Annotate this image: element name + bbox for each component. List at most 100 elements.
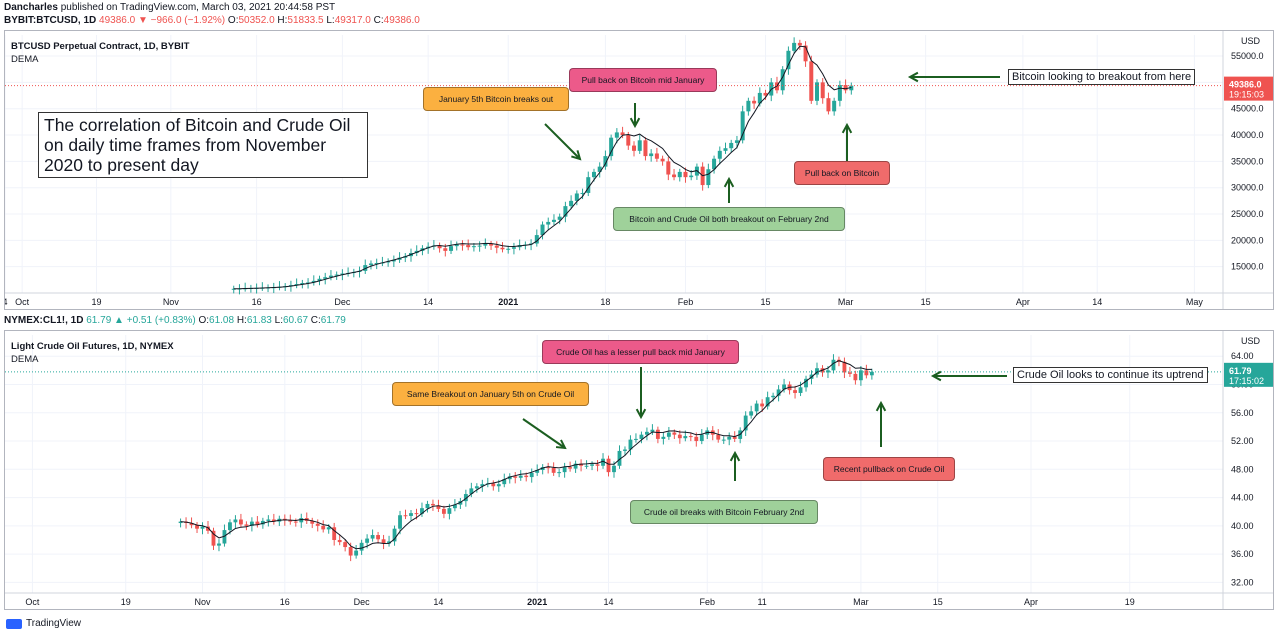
candle-body [452,504,457,509]
candle-body [847,372,852,374]
annotation-arrow-head [555,439,567,450]
candle-body [649,153,654,157]
x-tick-label: Apr [1024,597,1038,607]
candle-body [255,521,260,525]
candle-body [535,470,540,473]
footer: TradingView [6,618,81,629]
y-tick-label: 20000.0 [1231,235,1264,245]
candle-body [797,42,802,46]
x-tick-label: 2021 [498,297,518,307]
candle-body [500,247,505,250]
currency-label: USD [1241,336,1261,346]
candle-body [386,261,391,263]
annotation-arrow [544,123,581,160]
candle-body [328,275,333,278]
candle-body [562,467,567,473]
candle-body [306,282,311,284]
candle-body [359,542,364,551]
candle-body [206,526,210,531]
candle-body [454,244,459,247]
oil-feb2-annotation: Crude oil breaks with Bitcoin February 2… [630,500,818,524]
annotation-arrow-head [729,450,741,462]
btc-indicator-label: DEMA [11,54,39,65]
oil-close: 61.79 [320,315,346,326]
candle-body [551,467,556,473]
candle-body [792,42,797,51]
candle-body [496,484,501,487]
candle-body [597,166,602,172]
candle-body [688,436,693,438]
candle-body [387,541,391,544]
correlation-text-box: The correlation of Bitcoin and Crude Oil… [38,112,368,178]
candle-body [436,505,441,509]
oil-midjan-annotation: Crude Oil has a lesser pull back mid Jan… [542,340,739,364]
x-tick-label: Mar [853,597,869,607]
candle-body [666,161,671,175]
candle-body [858,370,863,381]
candle-body [776,389,781,396]
candle-body [677,171,682,178]
x-tick-label: Mar [838,297,854,307]
candle-body [403,515,408,517]
candle-body [677,434,682,439]
annotation-arrow-head [635,408,647,420]
candle-body [626,135,631,146]
candle-body [238,519,243,525]
countdown-label: 17:15:02 [1229,376,1264,386]
candle-body [639,434,644,439]
x-tick-label: 19 [1125,597,1135,607]
candle-body [798,387,803,393]
candle-body [321,525,326,530]
oil-low: 60.67 [282,315,309,326]
candle-body [431,503,435,506]
candle-body [804,378,808,388]
candle-body [288,520,293,522]
oil-chart-svg[interactable]: 32.0036.0040.0044.0048.0052.0056.0060.00… [5,331,1273,609]
x-tick-label: 16 [252,297,262,307]
candle-body [391,259,396,262]
candle-body [721,439,726,441]
candle-body [654,153,659,159]
candle-body [595,464,600,466]
candle-body [832,100,837,112]
down-arrow-icon: ▼ [137,15,148,26]
y-tick-label: 32.00 [1231,577,1254,587]
candle-body [853,373,858,381]
x-tick-label: 14 [433,597,443,607]
candle-body [376,535,381,540]
x-tick-label: Oct [15,297,30,307]
candle-body [803,45,808,62]
y-tick-label: 30000.0 [1231,183,1264,193]
candle-body [643,140,648,157]
x-tick-label: 14 [423,297,433,307]
candle-body [310,520,315,524]
candle-body [563,206,568,217]
candle-body [354,550,359,556]
oil-symbol: NYMEX:CL1!, 1D [4,315,84,326]
btc-low: 49317.0 [334,15,371,26]
candle-body [233,519,238,523]
oil-jan5-annotation: Same Breakout on January 5th on Crude Oi… [392,382,589,406]
candle-body [683,436,688,439]
candle-body [546,221,551,225]
x-tick-label: 14 [604,597,614,607]
candle-body [569,200,574,207]
candle-body [332,527,337,540]
candle-body [746,100,751,112]
candle-body [706,169,711,186]
candle-body [551,219,556,222]
candle-body [734,140,739,143]
last-price-badge [1224,76,1273,101]
candle-body [480,484,485,487]
x-tick-label: Feb [678,297,694,307]
last-price-badge [1224,362,1273,387]
candle-body [763,92,768,96]
oil-chart-panel[interactable]: 32.0036.0040.0044.0048.0052.0056.0060.00… [4,330,1274,610]
btc-chart-panel[interactable]: 15000.0 20000.0 25000.0 30000.0 35000.0 40000… [4,30,1274,310]
candle-body [757,92,762,104]
candle-body [672,432,677,435]
btc-last: 49386.0 [99,15,136,26]
candle-body [826,98,831,112]
x-tick-label: Apr [1016,297,1030,307]
candle-body [793,390,797,393]
